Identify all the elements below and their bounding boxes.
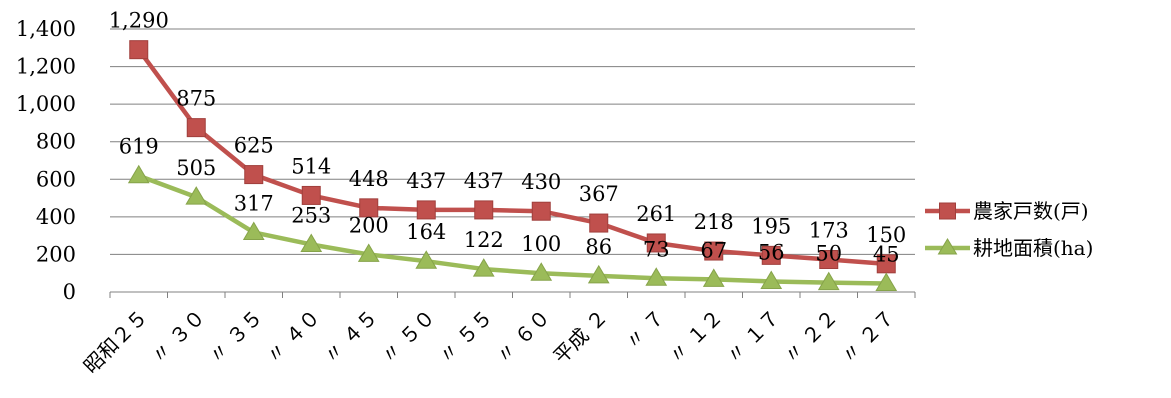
- legend-label: 耕地面積(ha): [973, 236, 1093, 260]
- y-tick-label: 0: [63, 280, 76, 304]
- data-labels: 1,290 875 625 514 448 437 437 430 367 261 218 195 17…: [109, 9, 907, 267]
- data-label: 437: [406, 169, 446, 193]
- data-point: [817, 271, 840, 291]
- data-point: [704, 241, 724, 261]
- data-point: [242, 221, 265, 240]
- data-label: 200: [349, 213, 389, 237]
- data-point: [357, 243, 380, 262]
- data-label: 173: [809, 219, 849, 243]
- x-tick-label: 〃 ７: [620, 305, 670, 355]
- legend-marker: [939, 202, 956, 220]
- x-tick-label: 〃 ３５: [203, 305, 267, 369]
- legend: 農家戸数(戸) 耕地面積(ha): [925, 199, 1093, 260]
- y-tick-label: 1,400: [16, 17, 76, 41]
- x-tick-label: 〃 １７: [721, 305, 785, 369]
- series-line: [136, 48, 887, 267]
- data-point: [415, 250, 438, 269]
- data-label: 619: [119, 135, 159, 159]
- data-label: 317: [234, 191, 274, 215]
- x-tick-label: 〃 ２２: [778, 305, 842, 369]
- data-label: 164: [406, 220, 446, 244]
- data-label: 1,290: [109, 9, 169, 33]
- data-point: [472, 258, 495, 277]
- data-label: 56: [758, 240, 785, 264]
- data-point: [416, 200, 436, 220]
- data-label: 67: [700, 238, 727, 262]
- gridlines: [110, 28, 915, 255]
- data-label: 195: [751, 214, 791, 238]
- data-point: [702, 268, 725, 287]
- data-label: 367: [579, 182, 619, 206]
- data-label: 430: [521, 170, 561, 194]
- x-axis: [109, 291, 916, 298]
- x-tick-label: 昭和２５: [79, 305, 153, 379]
- data-point: [760, 270, 783, 289]
- data-point: [645, 267, 668, 286]
- y-axis-ticks: 0 200 400 600 800 1,000 1,200 1,400: [16, 17, 76, 304]
- data-point: [244, 165, 264, 185]
- x-tick-label: 平成 ２: [548, 305, 612, 369]
- legend-marker: [937, 238, 958, 255]
- y-tick-label: 1,200: [16, 55, 76, 79]
- data-label: 122: [464, 228, 504, 252]
- data-point: [761, 245, 781, 265]
- series-line: [137, 173, 887, 286]
- data-point: [531, 201, 551, 221]
- x-tick-label: 〃 １２: [663, 305, 727, 369]
- y-tick-label: 400: [36, 205, 76, 229]
- data-point: [474, 200, 494, 220]
- y-tick-label: 600: [36, 167, 76, 191]
- data-label: 150: [866, 223, 906, 247]
- data-point: [127, 164, 150, 184]
- data-label: 50: [815, 242, 842, 266]
- x-tick-label: 〃 ５０: [376, 305, 440, 369]
- series-layer: [127, 40, 898, 292]
- y-tick-label: 800: [36, 130, 76, 154]
- data-point: [185, 186, 208, 205]
- data-point: [301, 185, 321, 205]
- data-point: [819, 250, 839, 270]
- data-label: 448: [349, 167, 389, 191]
- data-label: 86: [585, 235, 612, 259]
- data-label: 514: [291, 154, 331, 178]
- y-tick-label: 200: [36, 242, 76, 266]
- data-label: 261: [636, 202, 676, 226]
- data-label: 218: [694, 210, 734, 234]
- x-tick-label: 〃 ２７: [836, 305, 900, 369]
- x-tick-label: 〃 ６０: [491, 305, 555, 369]
- x-tick-label: 〃 ４５: [318, 305, 382, 369]
- x-tick-label: 〃 ５５: [433, 305, 497, 369]
- data-label: 875: [176, 87, 216, 111]
- data-label: 73: [643, 237, 670, 261]
- legend-label: 農家戸数(戸): [973, 199, 1089, 223]
- data-label: 437: [464, 169, 504, 193]
- data-point: [530, 262, 553, 281]
- data-label: 625: [234, 134, 274, 158]
- x-tick-label: 〃 ３０: [146, 305, 210, 369]
- x-tick-label: 〃 ４０: [261, 305, 325, 369]
- data-point: [587, 264, 610, 284]
- data-point: [300, 233, 323, 252]
- data-point: [129, 40, 149, 60]
- data-label: 253: [291, 203, 331, 227]
- data-point: [589, 213, 609, 233]
- data-point: [186, 118, 206, 138]
- y-tick-label: 1,000: [16, 92, 76, 116]
- data-point: [359, 198, 379, 218]
- data-label: 100: [521, 232, 561, 256]
- data-label: 45: [873, 243, 900, 267]
- data-label: 505: [176, 156, 216, 180]
- data-point: [875, 272, 898, 292]
- data-point: [646, 233, 666, 253]
